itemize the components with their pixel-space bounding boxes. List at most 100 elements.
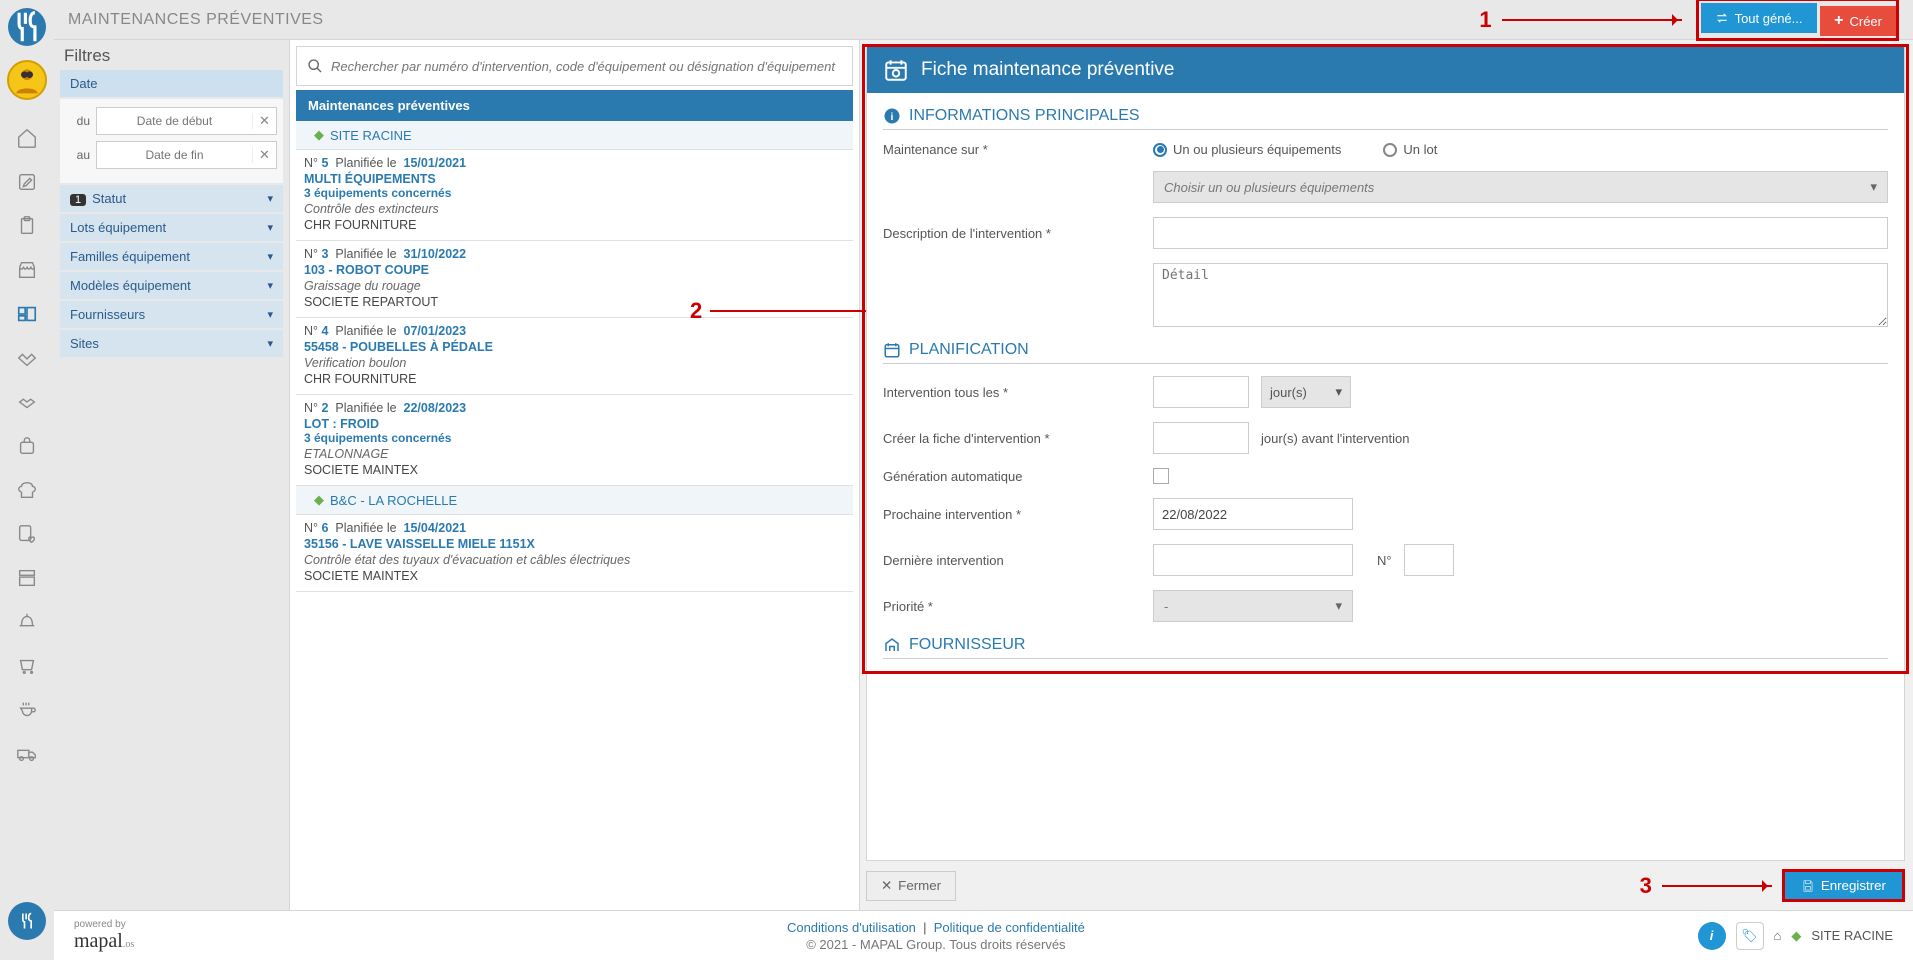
search-bar	[296, 46, 853, 86]
info-button[interactable]: i	[1698, 922, 1726, 950]
chevron-down-icon: ▾	[1870, 179, 1877, 195]
radio-lot[interactable]: Un lot	[1383, 142, 1437, 157]
filter-families[interactable]: Familles équipement▾	[60, 243, 283, 270]
terms-link[interactable]: Conditions d'utilisation	[787, 920, 916, 935]
site-bc-row[interactable]: ◆B&C - LA ROCHELLE	[296, 486, 853, 515]
pin-icon: ◆	[314, 127, 324, 143]
home-icon[interactable]	[7, 118, 47, 158]
home-small-icon[interactable]: ⌂	[1774, 928, 1782, 943]
left-nav-rail	[0, 0, 54, 960]
label-interval: Intervention tous les *	[883, 385, 1153, 400]
bag-icon[interactable]	[7, 426, 47, 466]
chevron-down-icon: ▾	[267, 337, 273, 350]
calendar-gear-icon	[883, 57, 909, 83]
tag-button[interactable]: 🏷	[1736, 922, 1764, 950]
search-input[interactable]	[331, 59, 842, 74]
pin-icon: ◆	[1791, 928, 1801, 944]
filter-sites[interactable]: Sites▾	[60, 330, 283, 357]
list-item[interactable]: N° 6 Planifiée le 15/04/202135156 - LAVE…	[296, 515, 853, 592]
pin-icon: ◆	[314, 492, 324, 508]
create-before-input[interactable]	[1153, 422, 1249, 454]
generate-all-label: Tout géné...	[1735, 11, 1803, 26]
list-item[interactable]: N° 3 Planifiée le 31/10/2022103 - ROBOT …	[296, 241, 853, 318]
date-to-label: au	[66, 148, 90, 162]
handshake-icon[interactable]	[7, 338, 47, 378]
section-supplier-title: FOURNISSEUR	[883, 636, 1888, 659]
list-header: Maintenances préventives	[296, 90, 853, 121]
powered-by: powered by mapal.os	[74, 919, 134, 953]
interval-input[interactable]	[1153, 376, 1249, 408]
last-intervention-num-input[interactable]	[1404, 544, 1454, 576]
list-item[interactable]: N° 2 Planifiée le 22/08/2023LOT : FROID3…	[296, 395, 853, 486]
archive-icon[interactable]	[7, 558, 47, 598]
heart-device-icon[interactable]	[7, 514, 47, 554]
label-last-num: N°	[1377, 553, 1392, 568]
brand-logo-bottom[interactable]	[8, 902, 46, 940]
date-from-label: du	[66, 114, 90, 128]
label-autogen: Génération automatique	[883, 469, 1153, 484]
maintenance-icon[interactable]	[7, 294, 47, 334]
calendar-icon	[883, 341, 901, 359]
label-maintenance-on: Maintenance sur *	[883, 142, 1153, 157]
filter-suppliers[interactable]: Fournisseurs▾	[60, 301, 283, 328]
annotation-1: 1	[1479, 7, 1491, 33]
panel-header: Fiche maintenance préventive	[867, 47, 1904, 93]
select-equipments[interactable]: Choisir un ou plusieurs équipements▾	[1153, 171, 1888, 203]
truck-icon[interactable]	[7, 734, 47, 774]
section-info-title: i INFORMATIONS PRINCIPALES	[883, 107, 1888, 130]
interval-unit-select[interactable]: jour(s)▾	[1261, 376, 1351, 408]
clear-date-from-icon[interactable]: ✕	[252, 113, 276, 129]
generate-all-button[interactable]: Tout géné...	[1701, 3, 1817, 33]
plus-icon: +	[1834, 12, 1843, 30]
chef-icon[interactable]	[7, 470, 47, 510]
bell-icon[interactable]	[7, 602, 47, 642]
label-create-before: Créer la fiche d'intervention *	[883, 431, 1153, 446]
filter-models[interactable]: Modèles équipement▾	[60, 272, 283, 299]
store-icon[interactable]	[7, 250, 47, 290]
footer-site[interactable]: SITE RACINE	[1811, 928, 1893, 943]
detail-textarea[interactable]	[1153, 263, 1888, 327]
list-item[interactable]: N° 5 Planifiée le 15/01/2021MULTI ÉQUIPE…	[296, 150, 853, 241]
chevron-down-icon: ▾	[1335, 384, 1342, 400]
clipboard-icon[interactable]	[7, 206, 47, 246]
annotation-2: 2	[690, 298, 702, 324]
filters-title: Filtres	[60, 46, 283, 66]
description-input[interactable]	[1153, 217, 1888, 249]
coffee-icon[interactable]	[7, 690, 47, 730]
clear-date-to-icon[interactable]: ✕	[252, 147, 276, 163]
filter-status[interactable]: 1Statut▾	[60, 185, 283, 212]
site-root-row[interactable]: ◆SITE RACINE	[296, 121, 853, 150]
next-intervention-input[interactable]	[1153, 498, 1353, 530]
privacy-link[interactable]: Politique de confidentialité	[934, 920, 1085, 935]
handshake2-icon[interactable]	[7, 382, 47, 422]
text-days-before: jour(s) avant l'intervention	[1261, 431, 1409, 446]
create-button[interactable]: + Créer	[1820, 6, 1896, 36]
chevron-down-icon: ▾	[267, 192, 273, 205]
supplier-icon	[883, 636, 901, 654]
date-from-input[interactable]	[97, 114, 252, 128]
label-next-intervention: Prochaine intervention *	[883, 507, 1153, 522]
filter-date-header[interactable]: Date	[60, 70, 283, 97]
cart-icon[interactable]	[7, 646, 47, 686]
date-to-input[interactable]	[97, 148, 252, 162]
user-avatar[interactable]	[7, 60, 47, 100]
create-label: Créer	[1849, 14, 1882, 29]
priority-select[interactable]: -▾	[1153, 590, 1353, 622]
annotation-3-frame: Enregistrer	[1782, 869, 1905, 902]
brand-logo[interactable]	[8, 8, 46, 46]
save-button[interactable]: Enregistrer	[1785, 872, 1902, 899]
filters-sidebar: Filtres Date du ✕ au ✕ 1Statut▾ Lots équ…	[54, 40, 290, 910]
chevron-down-icon: ▾	[267, 279, 273, 292]
autogen-checkbox[interactable]	[1153, 468, 1169, 484]
list-item[interactable]: N° 4 Planifiée le 07/01/202355458 - POUB…	[296, 318, 853, 395]
close-button[interactable]: ✕Fermer	[866, 871, 956, 901]
last-intervention-input[interactable]	[1153, 544, 1353, 576]
status-badge: 1	[70, 194, 86, 206]
page-footer: powered by mapal.os Conditions d'utilisa…	[54, 910, 1913, 960]
chevron-down-icon: ▾	[1335, 598, 1342, 614]
edit-icon[interactable]	[7, 162, 47, 202]
radio-equipments[interactable]: Un ou plusieurs équipements	[1153, 142, 1341, 157]
chevron-down-icon: ▾	[267, 308, 273, 321]
label-last-intervention: Dernière intervention	[883, 553, 1153, 568]
filter-lots[interactable]: Lots équipement▾	[60, 214, 283, 241]
